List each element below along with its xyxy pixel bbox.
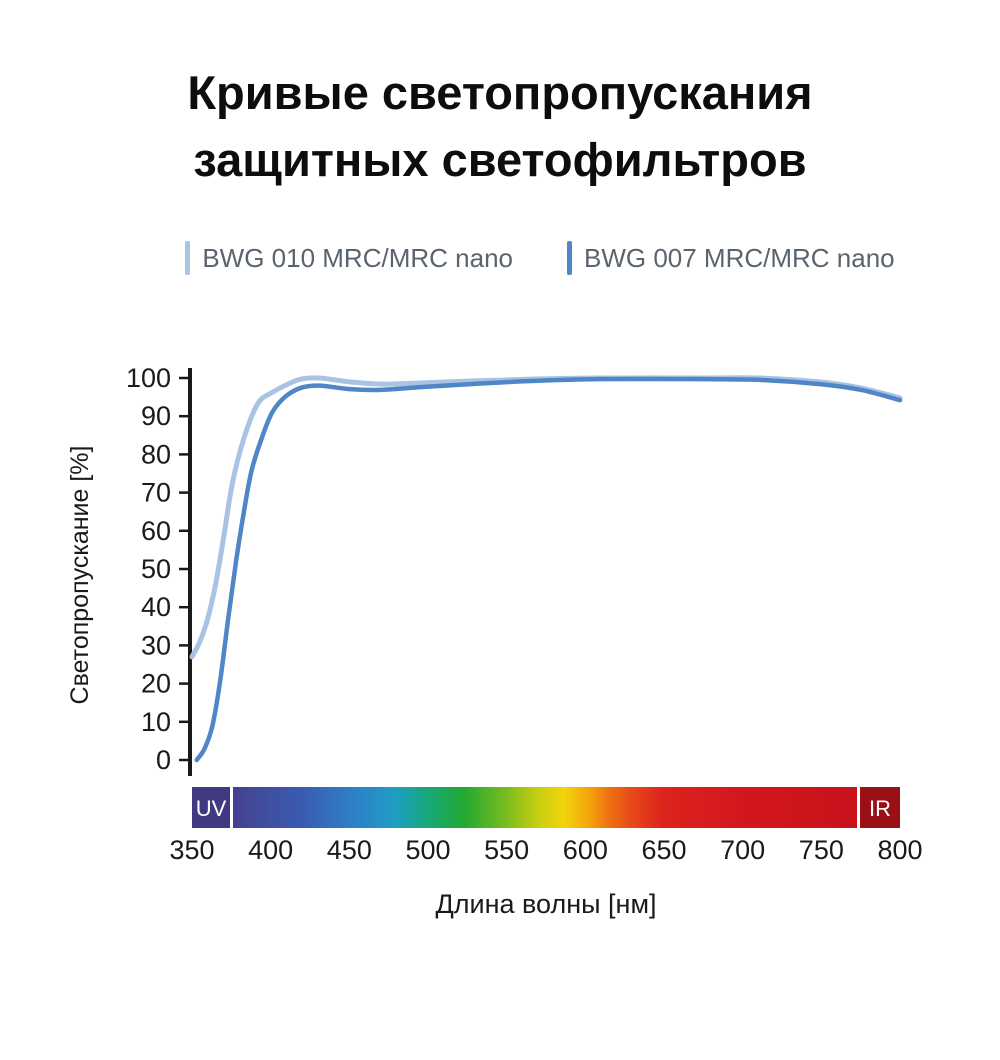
x-tick-label: 650 xyxy=(641,835,686,865)
legend: BWG 010 MRC/MRC nano BWG 007 MRC/MRC nan… xyxy=(80,241,1000,276)
uv-separator xyxy=(230,787,233,828)
x-tick-label: 500 xyxy=(405,835,450,865)
legend-label-bwg-007: BWG 007 MRC/MRC nano xyxy=(584,242,895,273)
x-tick-label: 400 xyxy=(248,835,293,865)
y-tick-label: 20 xyxy=(141,669,171,699)
legend-swatch-bwg-007 xyxy=(567,241,572,276)
y-tick-label: 50 xyxy=(141,554,171,584)
legend-label-bwg-010: BWG 010 MRC/MRC nano xyxy=(202,242,513,273)
legend-item-bwg-007: BWG 007 MRC/MRC nano xyxy=(567,241,895,276)
legend-item-bwg-010: BWG 010 MRC/MRC nano xyxy=(185,241,513,276)
series-line-0 xyxy=(189,375,903,660)
chart-title-line1: Кривые светопропускания xyxy=(187,66,813,119)
y-axis-title: Светопропускание [%] xyxy=(66,446,94,705)
y-tick-label: 70 xyxy=(141,478,171,508)
legend-swatch-bwg-010 xyxy=(185,241,191,276)
ir-separator xyxy=(857,787,860,828)
transmission-chart: 0 10 20 30 40 50 60 70 80 90 100 Светопропускание [… xyxy=(66,363,923,919)
x-tick-label: 750 xyxy=(799,835,844,865)
chart-title: Кривые светопропускания защитных светофи… xyxy=(0,60,1000,193)
spectrum-gradient-band xyxy=(233,787,857,828)
x-tick-label: 700 xyxy=(720,835,765,865)
y-tick-label: 60 xyxy=(141,516,171,546)
x-tick-label: 450 xyxy=(327,835,372,865)
y-tick-label: 100 xyxy=(126,363,171,393)
x-tick-label: 550 xyxy=(484,835,529,865)
y-tick-label: 80 xyxy=(141,439,171,469)
y-tick-label: 30 xyxy=(141,630,171,660)
series-line-1 xyxy=(194,376,903,763)
y-tick-label: 90 xyxy=(141,401,171,431)
uv-band xyxy=(192,787,230,828)
uv-label: UV xyxy=(196,796,227,821)
y-tick-label: 0 xyxy=(156,745,171,775)
x-tick-label: 800 xyxy=(877,835,922,865)
x-tick-label: 600 xyxy=(563,835,608,865)
x-tick-label: 350 xyxy=(169,835,214,865)
x-axis-title: Длина волны [нм] xyxy=(435,889,656,919)
chart-title-line2: защитных светофильтров xyxy=(193,132,807,186)
ir-band xyxy=(860,787,900,828)
y-tick-label: 40 xyxy=(141,592,171,622)
ir-label: IR xyxy=(869,796,891,821)
y-tick-label: 10 xyxy=(141,707,171,737)
